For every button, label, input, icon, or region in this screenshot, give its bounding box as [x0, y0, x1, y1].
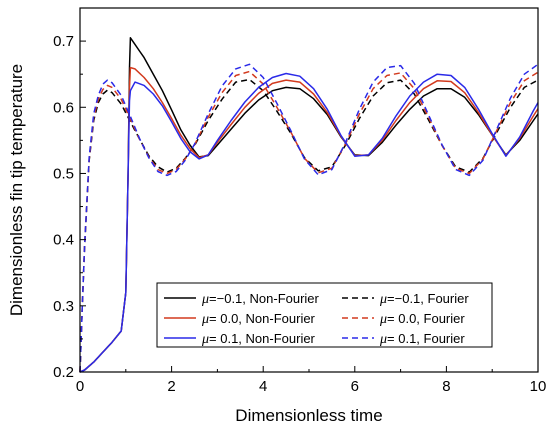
- legend-label: μ= 0.0, Non-Fourier: [201, 311, 316, 327]
- legend-text-right: = 0.1, Fourier: [387, 331, 465, 346]
- legend-text-left: = 0.0, Non-Fourier: [209, 311, 316, 326]
- x-tick-label: 2: [167, 378, 175, 395]
- y-axis-label: Dimensionless fin tip temperature: [7, 64, 26, 316]
- legend-label: μ= 0.1, Non-Fourier: [201, 331, 316, 347]
- x-tick-label: 4: [259, 378, 267, 395]
- legend-label: μ= 0.0, Fourier: [379, 311, 465, 327]
- legend-symbol: μ: [201, 312, 209, 327]
- legend-label: μ=−0.1, Fourier: [379, 291, 469, 307]
- legend-text-right: = 0.0, Fourier: [387, 311, 465, 326]
- ticks-layer: 0 2 4 6 8 10 0.2 0.3 0.4 0.5 0.6 0.7: [53, 33, 546, 395]
- y-tick-label: 0.6: [53, 99, 74, 116]
- legend-symbol: μ: [201, 332, 209, 347]
- x-tick-label: 10: [530, 378, 547, 395]
- series-line-6: [79, 63, 539, 373]
- legend-label: μ= 0.1, Fourier: [379, 331, 465, 347]
- legend-symbol: μ: [379, 292, 387, 307]
- legend-box: [156, 282, 493, 348]
- y-tick-label: 0.2: [53, 364, 74, 381]
- x-tick-label: 8: [442, 378, 450, 395]
- x-tick-label: 0: [76, 378, 84, 395]
- legend-symbol: μ: [201, 292, 209, 307]
- legend-text-left: =−0.1, Non-Fourier: [209, 291, 320, 306]
- legend-label: μ=−0.1, Non-Fourier: [201, 291, 320, 307]
- x-axis-label: Dimensionless time: [235, 406, 382, 425]
- legend-text-left: = 0.1, Non-Fourier: [209, 331, 316, 346]
- y-tick-label: 0.3: [53, 298, 74, 315]
- y-tick-label: 0.5: [53, 165, 74, 182]
- legend-symbol: μ: [379, 312, 387, 327]
- y-tick-label: 0.4: [53, 232, 74, 249]
- x-tick-label: 6: [351, 378, 359, 395]
- y-tick-label: 0.7: [53, 33, 74, 50]
- legend-text-right: =−0.1, Fourier: [387, 291, 469, 306]
- series-layer: [79, 37, 539, 373]
- series-line-5: [79, 72, 539, 373]
- legend-symbol: μ: [379, 332, 387, 347]
